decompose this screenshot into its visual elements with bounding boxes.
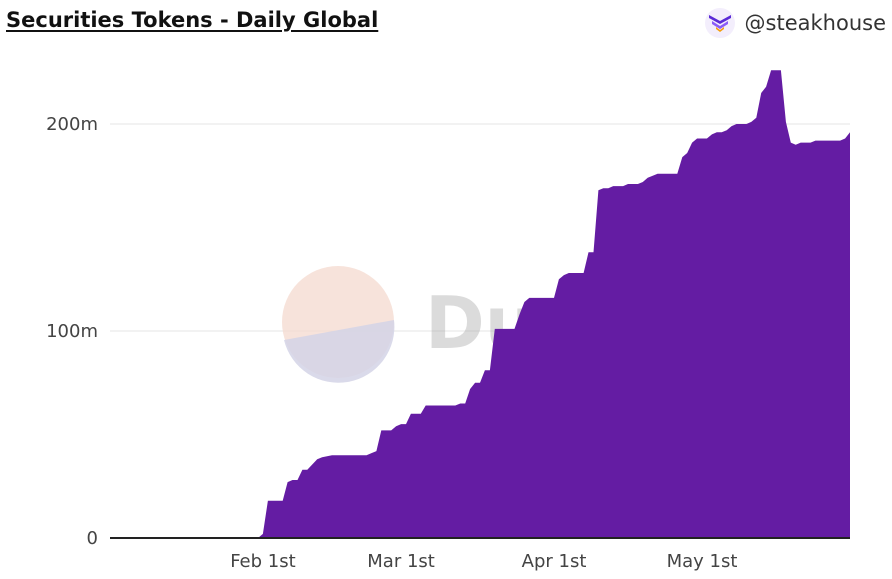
x-tick-label: May 1st xyxy=(667,551,738,572)
y-tick-label: 0 xyxy=(87,528,98,549)
brand-handle[interactable]: @steakhouse xyxy=(704,8,886,38)
y-axis-labels: 0 100m 200m xyxy=(46,114,98,549)
brand-handle-text: @steakhouse xyxy=(744,11,886,35)
chart-title: Securities Tokens - Daily Global xyxy=(6,8,379,32)
series-area xyxy=(110,70,850,538)
y-tick-label: 100m xyxy=(46,321,98,342)
x-tick-label: Feb 1st xyxy=(230,551,295,572)
steakhouse-logo-icon xyxy=(704,8,735,38)
x-axis-labels: Feb 1st Mar 1st Apr 1st May 1st xyxy=(230,551,737,572)
series-area-fill xyxy=(110,70,850,538)
x-tick-label: Mar 1st xyxy=(367,551,435,572)
x-tick-label: Apr 1st xyxy=(522,551,587,572)
watermark-circle-bottom xyxy=(284,320,395,383)
y-tick-label: 200m xyxy=(46,114,98,135)
